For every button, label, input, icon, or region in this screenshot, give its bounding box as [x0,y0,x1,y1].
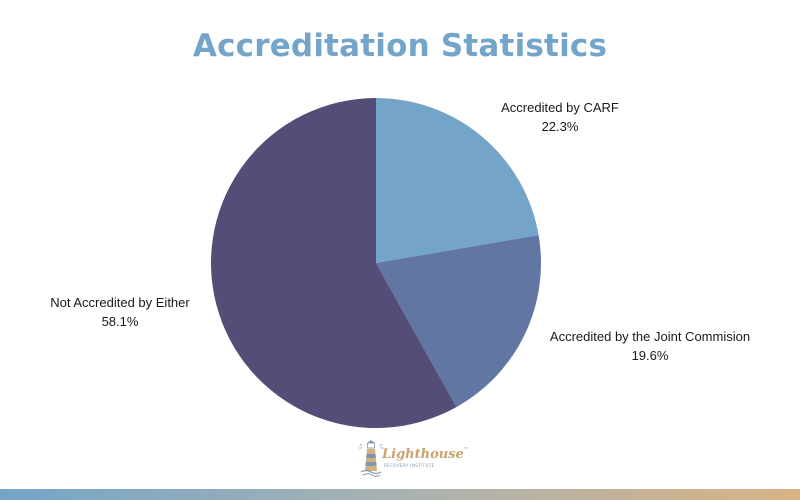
logo-wordmark: Lighthouse™ [382,447,469,462]
slice-label-joint-commision-value: 19.6% [631,348,669,363]
slice-label-carf-value: 22.3% [541,119,579,134]
pie-slice-joint-commision [376,235,541,408]
slice-label-not-accredited-value: 58.1% [101,314,139,329]
chart-title: Accreditation Statistics [192,28,608,64]
slice-label-not-accredited: Not Accredited by Either 58.1% [40,293,200,331]
bottom-gradient-bar [0,489,800,500]
logo-trademark: ™ [463,447,469,453]
pie-slice-not-accredited [210,98,457,428]
slice-label-carf-name: Accredited by CARF [501,100,619,115]
slice-label-carf: Accredited by CARF 22.3% [480,98,640,136]
lighthouse-logo: Lighthouse™ RECOVERY INSTITUTE [358,438,469,478]
lighthouse-icon [359,440,383,477]
logo-subtitle: RECOVERY INSTITUTE [384,463,435,468]
slice-label-joint-commision-name: Accredited by the Joint Commision [549,329,751,344]
pie-slice-carf [376,98,539,263]
slice-label-not-accredited-name: Not Accredited by Either [50,295,190,310]
logo-word-text: Lighthouse [382,447,464,462]
slice-label-joint-commision: Accredited by the Joint Commision 19.6% [540,327,760,365]
